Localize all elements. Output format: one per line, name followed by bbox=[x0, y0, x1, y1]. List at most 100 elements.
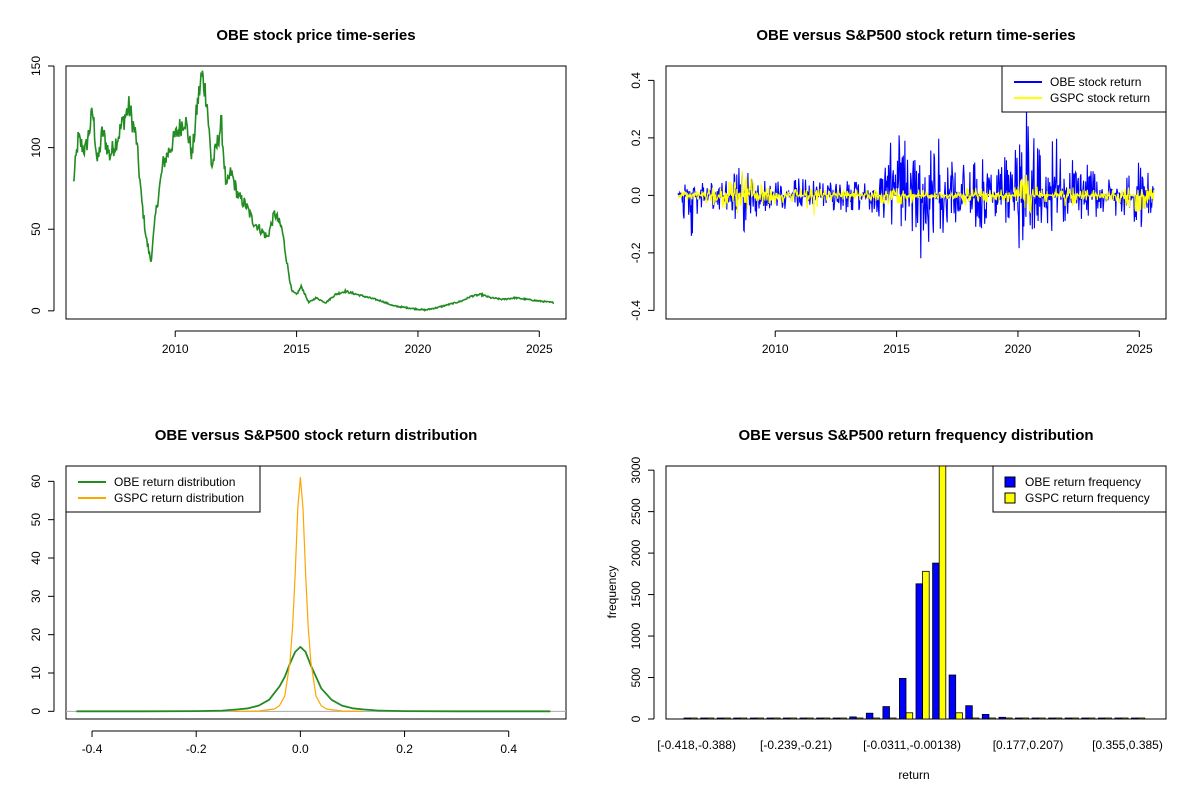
gspc-frequency-bar bbox=[938, 465, 947, 720]
legend-label: GSPC return distribution bbox=[114, 491, 244, 505]
x-tick-label: -0.4 bbox=[82, 742, 103, 756]
y-tick-label: 30 bbox=[29, 589, 43, 603]
obe-frequency-bar bbox=[1131, 717, 1139, 720]
obe-frequency-bar bbox=[1114, 717, 1122, 720]
y-tick-label: 500 bbox=[629, 667, 643, 687]
legend-swatch bbox=[1004, 476, 1016, 488]
obe-frequency-bar bbox=[1064, 717, 1073, 720]
legend-box bbox=[1001, 65, 1167, 113]
legend-swatch bbox=[1004, 492, 1016, 504]
y-tick-label: 10 bbox=[29, 666, 43, 680]
y-tick-label: -0.2 bbox=[629, 242, 643, 263]
x-tick-label: [0.177,0.207) bbox=[993, 738, 1064, 752]
chart-title: OBE stock price time-series bbox=[216, 27, 415, 44]
gspc-frequency-bar bbox=[1121, 717, 1129, 720]
chart-title: OBE versus S&P500 stock return time-seri… bbox=[756, 27, 1075, 44]
obe-frequency-bar bbox=[1081, 717, 1089, 720]
gspc-frequency-bar bbox=[988, 717, 996, 720]
y-tick-label: 0 bbox=[29, 708, 43, 715]
legend-label: OBE return distribution bbox=[114, 475, 235, 489]
gspc-frequency-bar bbox=[922, 570, 930, 720]
gspc-frequency-bar bbox=[1021, 717, 1030, 720]
obe-frequency-bar bbox=[899, 678, 907, 720]
gspc-frequency-bar bbox=[789, 717, 798, 720]
y-tick-label: 0.2 bbox=[629, 129, 643, 146]
gspc-frequency-bar bbox=[839, 717, 847, 720]
obe-frequency-bar bbox=[700, 717, 708, 720]
gspc-frequency-bar bbox=[889, 717, 897, 720]
legend-label: GSPC stock return bbox=[1050, 91, 1150, 105]
x-tick-label: [-0.0311,-0.00138) bbox=[863, 738, 961, 752]
y-axis-title: frequency bbox=[605, 566, 619, 619]
legend-box bbox=[65, 465, 261, 513]
price-plot-frame bbox=[65, 65, 567, 320]
x-tick-label: 0.4 bbox=[500, 742, 517, 756]
chart-title: OBE versus S&P500 return frequency distr… bbox=[738, 427, 1093, 444]
x-axis-title: return bbox=[898, 768, 929, 782]
obe-frequency-bar bbox=[766, 717, 774, 720]
obe-frequency-bar bbox=[1048, 717, 1056, 720]
obe-frequency-bar bbox=[816, 717, 824, 720]
gspc-frequency-bar bbox=[1087, 717, 1096, 720]
gspc-frequency-bar bbox=[855, 717, 864, 720]
obe-frequency-bar bbox=[832, 717, 841, 720]
y-tick-label: 0 bbox=[629, 715, 643, 722]
gspc-frequency-bar bbox=[690, 717, 698, 720]
obe-frequency-bar bbox=[981, 714, 990, 720]
gspc-frequency-bar bbox=[756, 717, 764, 720]
obe-frequency-bar bbox=[882, 706, 890, 720]
legend-label: OBE stock return bbox=[1050, 75, 1141, 89]
gspc-frequency-bar bbox=[739, 717, 748, 720]
gspc-frequency-bar bbox=[1137, 717, 1146, 720]
y-tick-label: 0.0 bbox=[629, 187, 643, 204]
obe-frequency-bar bbox=[749, 717, 758, 720]
obe-return-series bbox=[677, 105, 1155, 259]
gspc-frequency-bar bbox=[1005, 717, 1013, 720]
gspc-return-series bbox=[677, 170, 1155, 216]
x-tick-label: 2025 bbox=[526, 342, 553, 356]
obe-frequency-bar bbox=[948, 674, 957, 720]
obe-frequency-bar bbox=[799, 717, 807, 720]
obe-frequency-bar bbox=[932, 562, 940, 720]
x-tick-label: 0.2 bbox=[396, 742, 413, 756]
return-line-path bbox=[677, 170, 1155, 216]
y-tick-label: 40 bbox=[29, 551, 43, 565]
obe-frequency-bar bbox=[915, 583, 923, 720]
x-tick-label: 2020 bbox=[1005, 342, 1032, 356]
x-tick-label: 2010 bbox=[162, 342, 189, 356]
x-tick-label: [-0.418,-0.388) bbox=[657, 738, 736, 752]
y-tick-label: 1500 bbox=[629, 581, 643, 608]
x-tick-label: [0.355,0.385) bbox=[1092, 738, 1163, 752]
y-tick-label: 50 bbox=[29, 222, 43, 236]
chart-title: OBE versus S&P500 stock return distribut… bbox=[155, 427, 478, 444]
price-series-line bbox=[72, 70, 555, 312]
obe-frequency-bar bbox=[849, 716, 857, 720]
y-tick-label: 3000 bbox=[629, 456, 643, 483]
legend-label: OBE return frequency bbox=[1025, 475, 1141, 489]
obe-frequency-bar bbox=[716, 717, 725, 720]
return-line-path bbox=[677, 105, 1155, 259]
obe-frequency-bar bbox=[733, 717, 741, 720]
x-tick-label: -0.2 bbox=[186, 742, 207, 756]
obe-frequency-bar bbox=[1097, 717, 1106, 720]
obe-frequency-bar bbox=[965, 705, 973, 720]
gspc-frequency-bar bbox=[971, 717, 980, 720]
y-tick-label: 2000 bbox=[629, 539, 643, 566]
gspc-frequency-bar bbox=[905, 712, 914, 720]
y-tick-label: 50 bbox=[29, 513, 43, 527]
x-tick-label: 2010 bbox=[762, 342, 789, 356]
gspc-frequency-bar bbox=[822, 717, 831, 720]
y-tick-label: -0.4 bbox=[629, 300, 643, 321]
gspc-frequency-bar bbox=[806, 717, 814, 720]
y-tick-label: 60 bbox=[29, 474, 43, 488]
obe-frequency-bar bbox=[1031, 717, 1039, 720]
y-tick-label: 2500 bbox=[629, 498, 643, 525]
density-plot-frame bbox=[65, 465, 567, 720]
obe-frequency-bar bbox=[783, 717, 791, 720]
gspc-frequency-bar bbox=[1104, 717, 1112, 720]
gspc-frequency-bar bbox=[1071, 717, 1079, 720]
gspc-frequency-bar bbox=[872, 717, 880, 720]
x-tick-label: 0.0 bbox=[292, 742, 309, 756]
obe-frequency-bar bbox=[683, 717, 691, 720]
